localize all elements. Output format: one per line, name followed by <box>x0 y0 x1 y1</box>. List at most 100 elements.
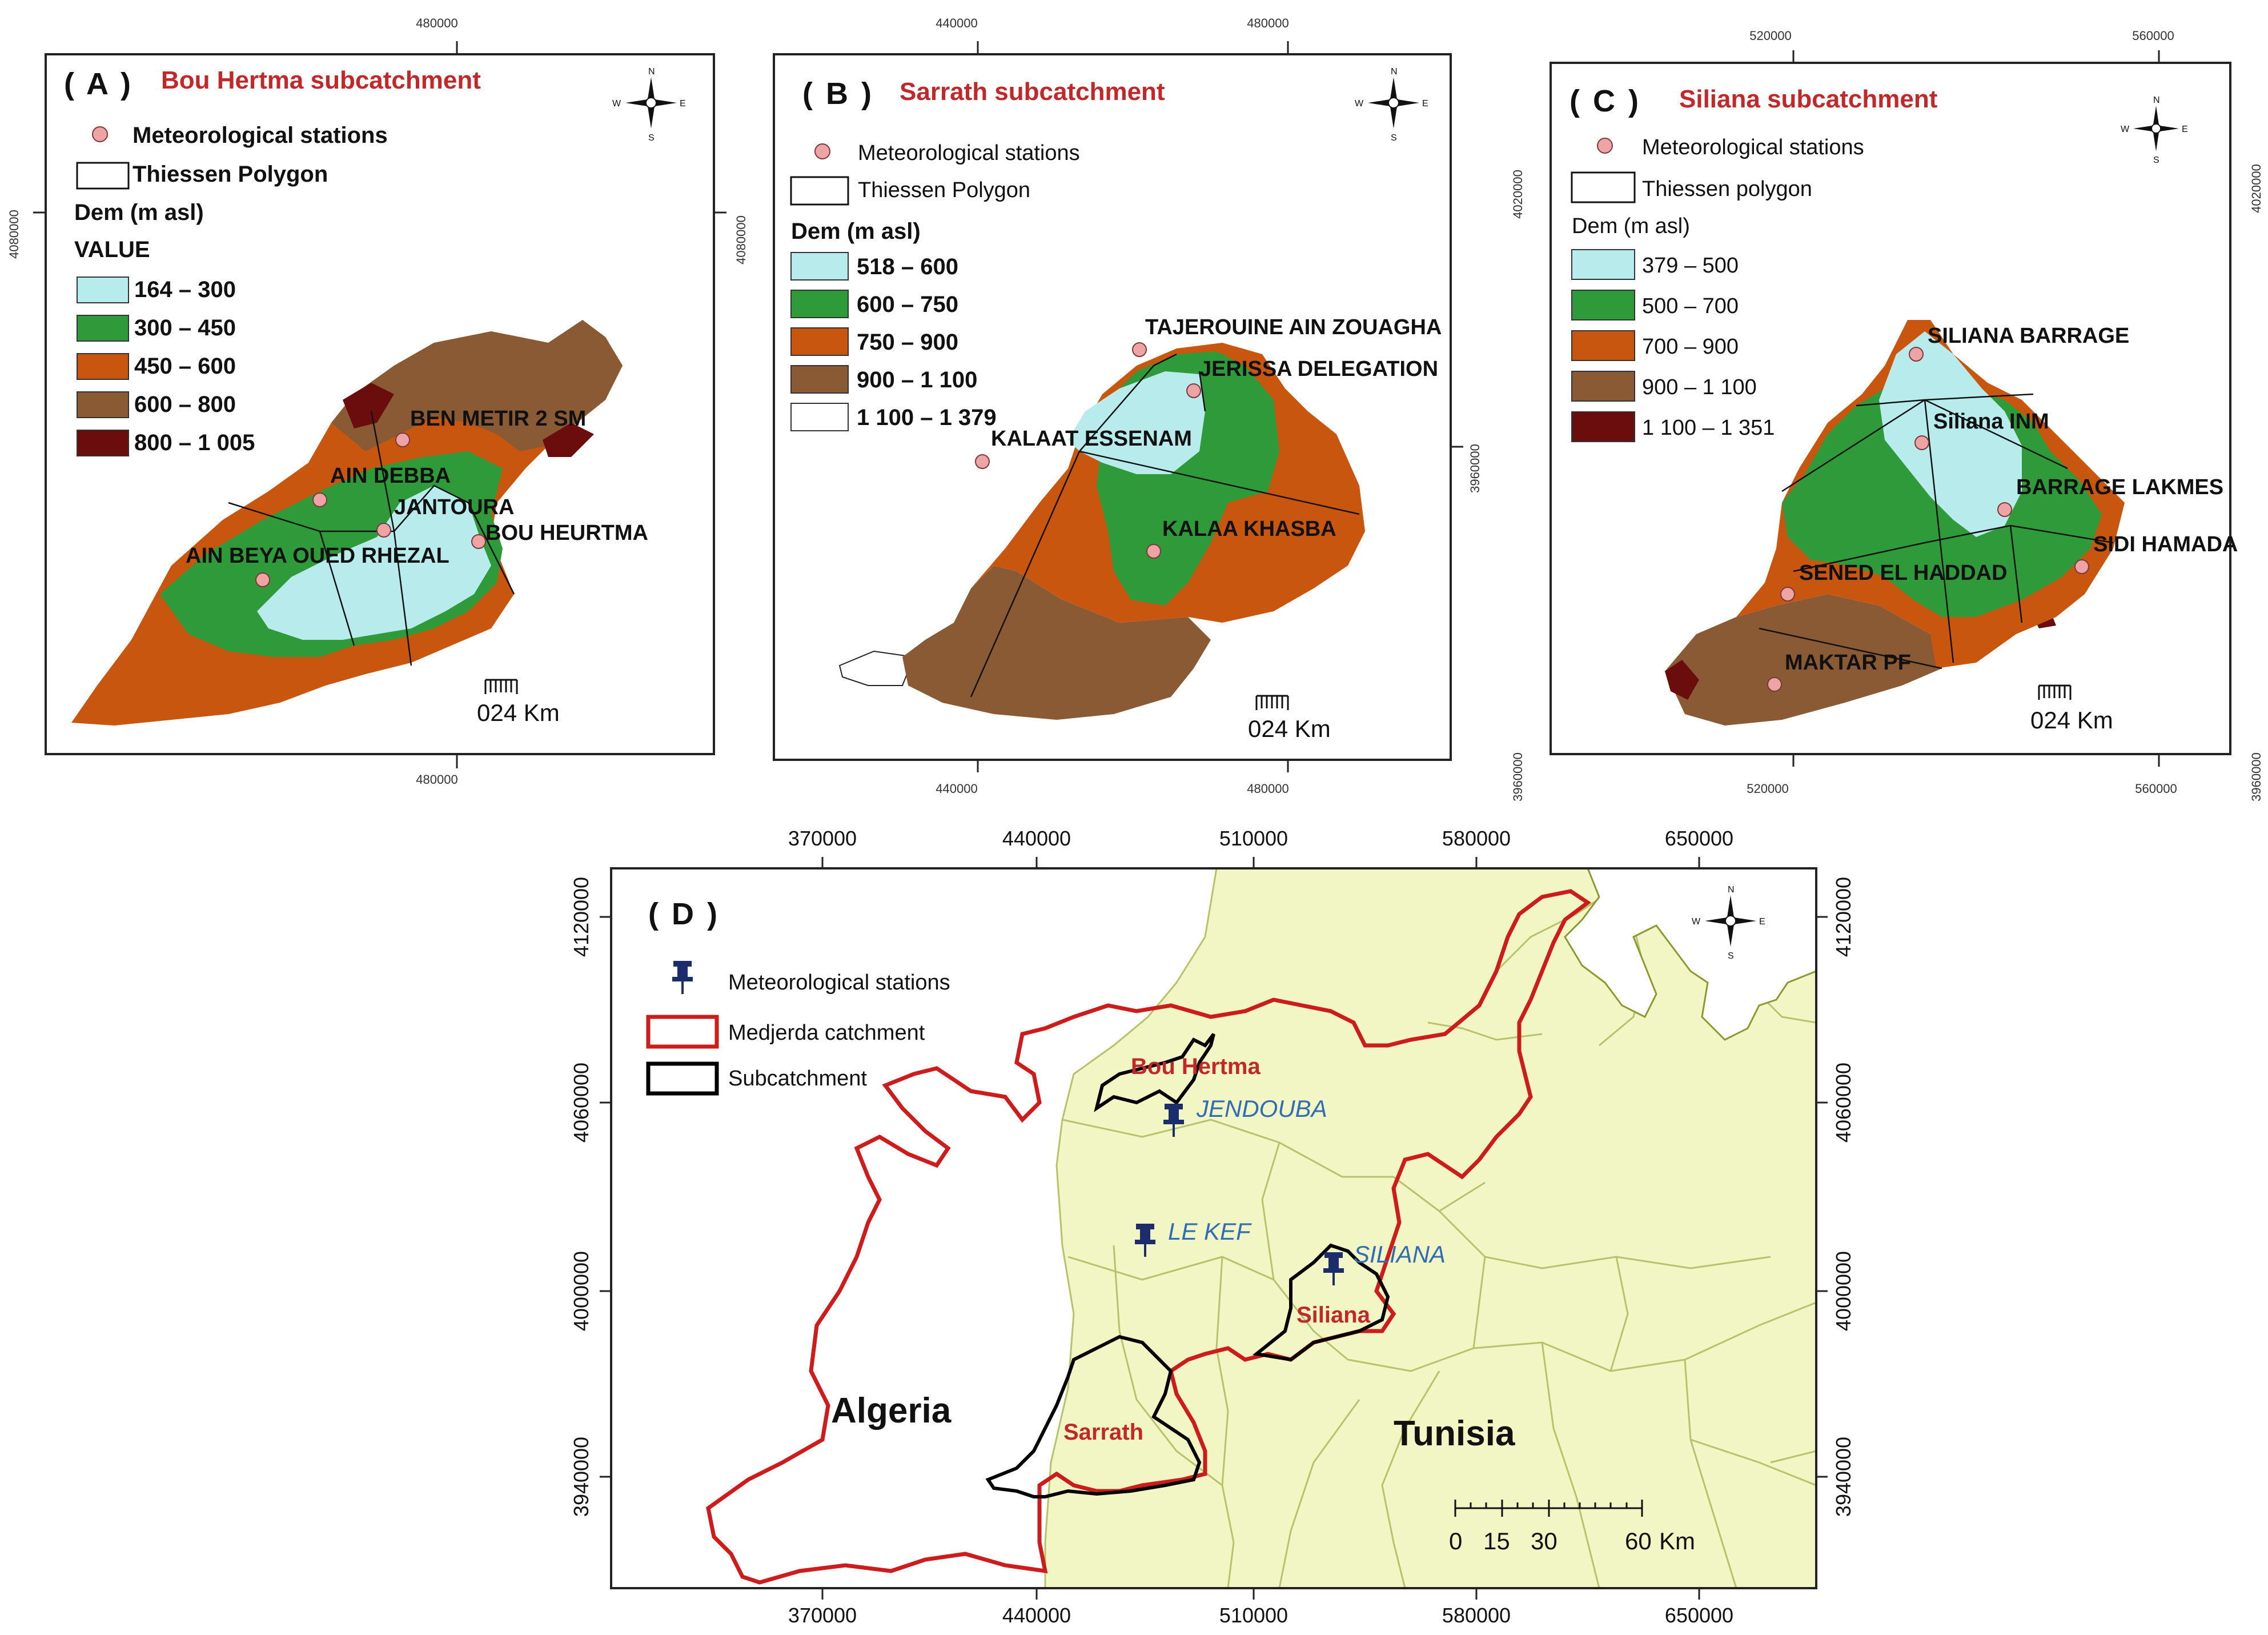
panel-c-dem-379-500 <box>1879 331 2022 537</box>
panel-a-scale-ticks <box>484 679 518 694</box>
country-label: Tunisia <box>1394 1414 1515 1453</box>
legend-station-swatch <box>814 143 830 159</box>
svg-text:N: N <box>1391 67 1398 77</box>
panel-a-scale-label: 024 Km <box>477 699 560 726</box>
panel-b-scale-bar: 024 Km <box>1248 695 1331 742</box>
scale-label: 15 <box>1483 1528 1510 1554</box>
panel-b-x-tick-bottom: 480000 <box>1247 782 1288 796</box>
legend-stations-label: Meteorological stations <box>1642 135 1864 159</box>
station-marker[interactable] <box>1914 435 1929 450</box>
station-marker[interactable] <box>1132 342 1147 357</box>
legend-class-label: 450 – 600 <box>134 354 236 379</box>
station-label: SILIANA BARRAGE <box>1928 324 2129 348</box>
station-label: Siliana INM <box>1933 410 2049 434</box>
subcatchment-bou-hertma <box>1094 1033 1215 1112</box>
legend-subcatchment-swatch <box>646 1061 719 1096</box>
pin-icon[interactable] <box>1163 1104 1184 1137</box>
legend-class-label: 300 – 450 <box>134 315 236 340</box>
legend-class-swatch <box>1571 330 1635 361</box>
panel-a-scale-bar: 024 Km <box>477 679 560 726</box>
legend-class-label: 750 – 900 <box>857 330 958 355</box>
panel-c-terrain <box>1665 320 2125 726</box>
panel-c-dem-900-1100 <box>1665 594 1942 726</box>
station-label: BARRAGE LAKMES <box>2016 475 2223 499</box>
panel-c-compass-icon: N S E W <box>2121 95 2188 165</box>
svg-text:W: W <box>2121 125 2130 134</box>
station-marker[interactable] <box>395 432 410 447</box>
legend-polygon-swatch <box>790 176 849 206</box>
station-label: MAKTAR PF <box>1785 651 1911 675</box>
panel-d-label: ( D ) <box>648 897 720 931</box>
panel-d-x-tick-top: 370000 <box>788 827 857 850</box>
pin-icon[interactable] <box>1135 1224 1155 1257</box>
panel-a-legend: ( A ) Bou Hertma subcatchment Meteorolog… <box>64 66 481 456</box>
station-marker[interactable] <box>471 534 486 549</box>
station-label: TAJEROUINE AIN ZOUAGHA <box>1145 315 1442 339</box>
panel-a-thiessen-polygons <box>228 411 515 666</box>
station-marker[interactable] <box>1186 383 1201 398</box>
panel-c-scale-label: 024 Km <box>2030 707 2113 734</box>
station-marker[interactable] <box>312 492 327 507</box>
legend-class-label: 518 – 600 <box>857 254 958 279</box>
panel-d-map-labels: Bou Hertma Sarrath Siliana JENDOUBA LE K… <box>831 1054 1515 1453</box>
city-label: JENDOUBA <box>1196 1095 1327 1122</box>
legend-class-swatch <box>790 327 849 356</box>
panel-b-terrain <box>838 343 1365 720</box>
legend-class-label: 1 100 – 1 379 <box>857 405 997 430</box>
panel-d-compass-icon: N S E W <box>1692 885 1765 961</box>
panel-b: 440000 480000 440000 480000 4080000 3960… <box>734 16 1482 796</box>
station-label: BOU HEURTMA <box>485 521 648 545</box>
panel-a-title: Bou Hertma subcatchment <box>161 66 481 94</box>
legend-medjerda-label: Medjerda catchment <box>728 1021 925 1045</box>
panel-d-y-tick-left: 4060000 <box>569 1063 593 1143</box>
legend-dem-label: Dem (m asl) <box>1572 214 1690 238</box>
legend-subcatchment-label: Subcatchment <box>728 1067 867 1091</box>
panel-b-dem-900-1100 <box>902 566 1211 720</box>
panel-c-x-tick-top: 520000 <box>1749 29 1791 43</box>
station-marker[interactable] <box>1909 347 1924 362</box>
legend-class-label: 164 – 300 <box>134 277 236 302</box>
legend-polygon-label: Thiessen polygon <box>1642 177 1812 201</box>
panel-b-scale-label: 024 Km <box>1248 715 1331 742</box>
legend-class-label: 600 – 800 <box>134 392 236 417</box>
station-marker[interactable] <box>376 523 391 538</box>
panel-b-dem-1100-1379 <box>838 650 915 686</box>
station-marker[interactable] <box>1780 587 1795 602</box>
panel-c-x-tick-bottom: 520000 <box>1747 782 1788 796</box>
legend-value-label: VALUE <box>74 237 150 262</box>
legend-class-label: 379 – 500 <box>1642 254 1739 278</box>
legend-station-swatch <box>1597 138 1613 154</box>
station-marker[interactable] <box>2074 559 2089 574</box>
legend-stations-label: Meteorological stations <box>133 123 388 148</box>
panel-d-station-pins <box>1135 1104 1344 1285</box>
panel-b-x-tick-bottom: 440000 <box>936 782 977 796</box>
station-label: SIDI HAMADA <box>2093 532 2238 556</box>
panel-c-label: ( C ) <box>1569 84 1641 118</box>
city-label: SILIANA <box>1354 1241 1446 1268</box>
svg-text:E: E <box>680 99 686 109</box>
panel-b-scale-ticks <box>1255 695 1289 710</box>
station-label: BEN METIR 2 SM <box>410 407 586 431</box>
panel-d-y-tick-right: 4120000 <box>1832 877 1855 957</box>
panel-a-x-tick-bottom: 480000 <box>416 772 457 787</box>
legend-class-swatch <box>1571 371 1635 402</box>
panel-c-y-tick-right: 3960000 <box>2249 752 2263 802</box>
station-marker[interactable] <box>1146 544 1161 559</box>
legend-stations-label: Meteorological stations <box>858 141 1080 165</box>
svg-text:N: N <box>2153 95 2160 105</box>
station-marker[interactable] <box>1767 677 1782 692</box>
pin-icon[interactable] <box>1323 1252 1344 1285</box>
scale-label: 30 <box>1531 1528 1558 1554</box>
station-marker[interactable] <box>975 454 990 469</box>
station-marker[interactable] <box>255 572 270 587</box>
panel-d-y-tick-left: 4000000 <box>569 1251 593 1331</box>
legend-class-swatch <box>77 353 129 380</box>
legend-class-swatch <box>790 252 849 280</box>
panel-c-scale-ticks <box>2038 684 2072 700</box>
panel-d-x-tick-top: 580000 <box>1442 827 1511 850</box>
panel-a-dem-164-300 <box>257 486 491 640</box>
scale-label: Km <box>1659 1528 1695 1554</box>
station-marker[interactable] <box>1997 502 2012 517</box>
coastline <box>1564 868 1816 1041</box>
legend-class-label: 700 – 900 <box>1642 335 1739 359</box>
